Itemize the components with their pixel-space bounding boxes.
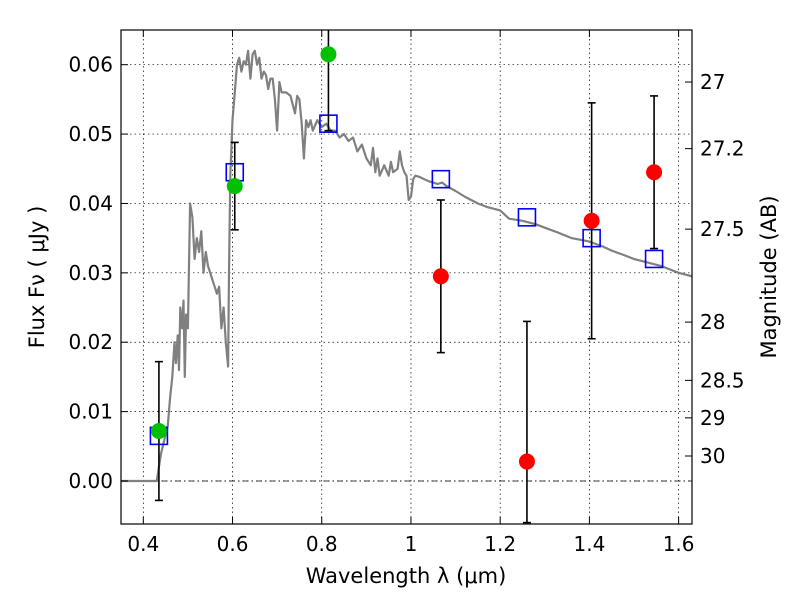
x-axis-title: Wavelength λ (μm) — [306, 564, 507, 588]
right-tick-label: 27.5 — [700, 217, 745, 241]
right-tick-label: 27.2 — [700, 137, 745, 161]
right-tick-label: 27 — [700, 70, 725, 94]
model-photometry-square — [431, 169, 451, 189]
y-tick-label: 0.06 — [68, 53, 113, 77]
right-tick-label: 28.5 — [700, 368, 745, 392]
y-tick-label: 0.02 — [68, 330, 113, 354]
observed-flux-point — [150, 423, 167, 440]
x-tick-label: 1.2 — [484, 532, 516, 556]
y-tick-label: 0.00 — [68, 469, 113, 493]
y-tick-label: 0.04 — [68, 191, 113, 215]
data-points — [149, 30, 664, 524]
model-photometry-square — [517, 208, 537, 227]
x-tick-label: 1 — [405, 532, 418, 556]
axis-ticks: 0.4 0.6 0.8 1 1.2 1.4 1.6 0.00 0.01 0.02 0.03 0.04 0… — [68, 30, 745, 556]
observed-flux-point — [320, 46, 337, 63]
x-tick-label: 1.6 — [663, 532, 695, 556]
x-tick-label: 0.6 — [217, 532, 249, 556]
x-tick-label: 1.4 — [573, 532, 605, 556]
x-tick-label: 0.8 — [306, 532, 338, 556]
plot-area — [121, 49, 692, 483]
plot-frame — [120, 29, 693, 525]
model-spectrum-line — [121, 49, 692, 483]
observed-flux-point — [646, 164, 663, 181]
model-photometry-square — [644, 249, 664, 269]
y-axis-title: Flux Fν ( μJy ) — [25, 206, 49, 349]
right-tick-label: 28 — [700, 310, 725, 334]
observed-flux-point — [432, 268, 449, 285]
y-tick-label: 0.01 — [68, 400, 113, 424]
x-tick-label: 0.4 — [127, 532, 159, 556]
right-axis-title: Magnitude (AB) — [757, 195, 781, 358]
observed-flux-point — [518, 453, 535, 470]
right-tick-label: 29 — [700, 406, 725, 430]
y-tick-label: 0.05 — [68, 122, 113, 146]
plot-background — [121, 30, 692, 524]
y-tick-label: 0.03 — [68, 261, 113, 285]
observed-flux-point — [226, 178, 243, 195]
observed-flux-point — [583, 212, 600, 229]
right-tick-label: 30 — [700, 444, 725, 468]
